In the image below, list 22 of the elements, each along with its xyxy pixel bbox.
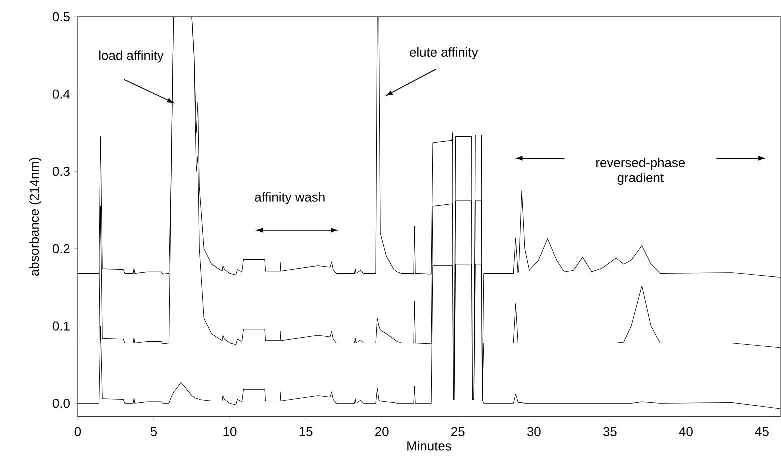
x-tick-label: 45 [755,427,769,436]
y-axis-title: absorbance (214nm) [30,158,42,276]
y-tick-label: 0.0 [52,399,70,408]
y-tick-label: 0.4 [52,90,70,100]
x-tick-label: 40 [679,427,693,437]
annotation: reversed-phase gradient [596,158,686,186]
x-tick-label: 20 [376,427,389,437]
x-tick-label: 25 [452,427,465,437]
y-tick-label: 0.1 [52,322,70,331]
x-tick-label: 35 [603,427,617,437]
x-tick-label: 15 [300,427,313,436]
annotation: elute affinity [410,48,478,60]
y-tick-label: 0.3 [52,167,70,176]
x-tick-label: 10 [224,427,237,437]
x-tick-label: 30 [527,427,541,437]
x-tick-label: 5 [150,427,158,436]
x-axis-title: Minutes [408,441,452,451]
annotation: affinity wash [255,192,325,205]
x-tick-label: 0 [74,427,82,437]
annotation: load affinity [100,50,164,63]
y-tick-label: 0.2 [52,244,70,254]
y-tick-label: 0.5 [52,12,70,22]
